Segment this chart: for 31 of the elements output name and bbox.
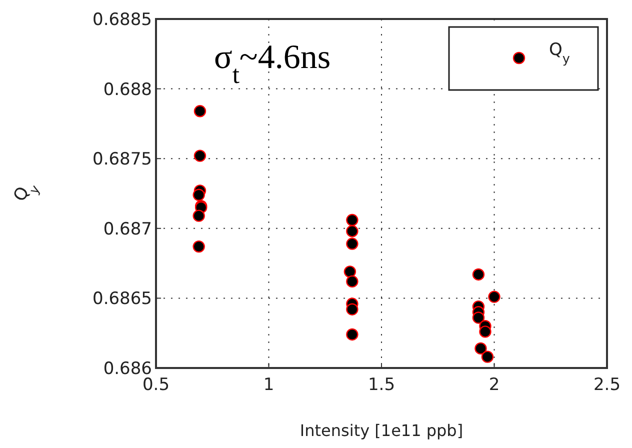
point bbox=[194, 150, 206, 162]
point bbox=[346, 275, 358, 288]
point bbox=[472, 268, 485, 281]
point bbox=[194, 105, 206, 118]
point bbox=[488, 290, 500, 303]
point bbox=[474, 342, 487, 355]
point bbox=[479, 326, 492, 338]
legend: Q$_{y}$ bbox=[448, 26, 599, 91]
x-tick-label: 2 bbox=[488, 375, 500, 395]
y-tick-label: 0.6885 bbox=[92, 10, 152, 30]
point bbox=[346, 303, 358, 316]
y-tick-label: 0.6875 bbox=[92, 150, 152, 170]
x-tick-label: 1 bbox=[263, 375, 274, 395]
point bbox=[192, 188, 205, 201]
point bbox=[346, 225, 358, 238]
x-tick-label: 1.5 bbox=[368, 375, 396, 395]
point bbox=[344, 266, 356, 278]
y-tick-label: 0.688 bbox=[103, 80, 152, 100]
y-tick-label: 0.687 bbox=[103, 219, 152, 240]
x-tick-label: 2.5 bbox=[593, 375, 621, 395]
point bbox=[481, 350, 494, 363]
y-tick-label: 0.6865 bbox=[92, 289, 152, 310]
legend-label: Q$_{y}$ bbox=[549, 40, 570, 66]
point bbox=[192, 210, 205, 222]
x-axis-title: Intensity [1e11 ppb] bbox=[300, 421, 464, 440]
point bbox=[346, 238, 358, 250]
point bbox=[472, 312, 485, 324]
point bbox=[346, 214, 358, 226]
point bbox=[346, 328, 358, 341]
point bbox=[192, 240, 205, 253]
annotation: σ$_{t}$~4.6ns bbox=[214, 39, 331, 88]
